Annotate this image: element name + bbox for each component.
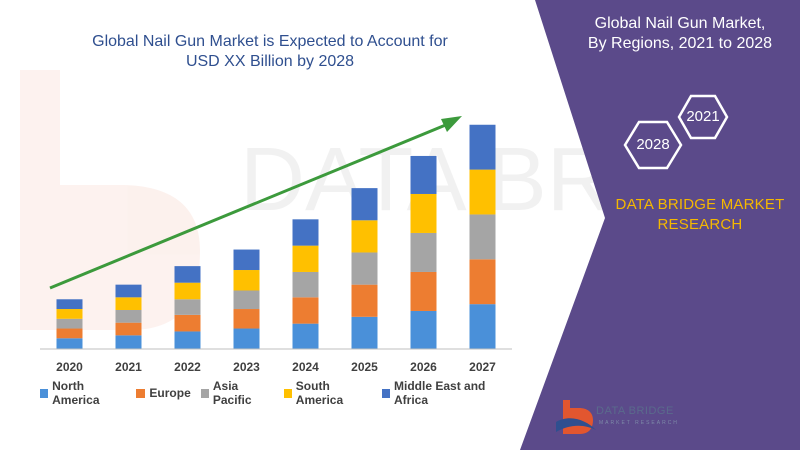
bar-segment xyxy=(410,155,437,194)
bar-segment xyxy=(292,323,319,349)
bar-segment xyxy=(351,220,378,253)
bar-segment xyxy=(56,309,83,319)
bar-segment xyxy=(174,331,201,349)
chart-legend: North America Europe Asia Pacific South Ame… xyxy=(40,379,520,407)
legend-swatch xyxy=(381,388,391,398)
bar-segment xyxy=(115,322,142,336)
bar-segment xyxy=(233,270,260,291)
brand-line2: RESEARCH xyxy=(657,216,743,233)
legend-label: South America xyxy=(295,379,344,407)
bar-segment xyxy=(469,169,496,215)
bar-segment xyxy=(292,271,319,298)
bar-segment xyxy=(292,245,319,272)
bar-segment xyxy=(56,318,83,329)
legend-item: Middle East and Africa xyxy=(381,379,510,407)
bar-segment xyxy=(115,335,142,349)
bar-segment xyxy=(174,299,201,315)
right-panel xyxy=(520,0,800,450)
legend-item: Europe xyxy=(136,386,191,400)
bar-segment xyxy=(115,284,142,298)
bar-segment xyxy=(115,310,142,323)
bar-segment xyxy=(351,284,378,317)
bar-segment xyxy=(233,309,260,329)
hexagon-label-2021: 2021 xyxy=(686,108,720,125)
bar-segment xyxy=(469,214,496,260)
bar-segment xyxy=(469,259,496,305)
bar-segment xyxy=(56,299,83,310)
x-tick-label: 2024 xyxy=(292,360,319,374)
chart-title: Global Nail Gun Market is Expected to Ac… xyxy=(92,33,448,70)
logo-text: DATA BRIDGE xyxy=(596,405,674,417)
legend-item: Asia Pacific xyxy=(200,379,274,407)
bar-segment xyxy=(233,249,260,271)
trend-arrow-line xyxy=(49,122,449,290)
bar-segment xyxy=(115,297,142,310)
legend-swatch xyxy=(283,388,292,398)
bar-segment xyxy=(174,282,201,300)
bar-segment xyxy=(410,193,437,233)
bar-segment xyxy=(56,328,83,339)
trend-arrow-head xyxy=(441,116,462,132)
bar-segment xyxy=(469,124,496,170)
bar-segment xyxy=(410,232,437,272)
legend-item: South America xyxy=(283,379,372,407)
bar-segment xyxy=(292,219,319,246)
bar-segment xyxy=(351,316,378,349)
x-tick-label: 2027 xyxy=(469,360,496,374)
bar-segment xyxy=(351,252,378,285)
logo-icon xyxy=(556,400,596,434)
brand-line1: DATA BRIDGE MARKET xyxy=(615,196,785,213)
bar-segment xyxy=(410,310,437,349)
legend-label: Middle East and Africa xyxy=(394,379,486,407)
bar-segment xyxy=(469,304,496,349)
legend-label: Europe xyxy=(149,386,191,400)
x-tick-label: 2021 xyxy=(115,360,142,374)
hexagon-2021 xyxy=(677,94,729,140)
panel-title-line2: By Regions, 2021 to 2028 xyxy=(587,35,773,52)
bar-segment xyxy=(351,188,378,221)
hexagon-2028 xyxy=(623,120,683,170)
logo-subtext: MARKET RESEARCH xyxy=(599,420,679,426)
legend-label: North America xyxy=(52,379,100,407)
bar-segment xyxy=(233,328,260,349)
brand-text: DATA BRIDGE MARKET RESEARCH xyxy=(600,195,800,235)
plot-area: 2020 2021 2022 2023 2024 2025 2026 2027 xyxy=(40,116,512,374)
hexagon-label-2028: 2028 xyxy=(636,136,670,153)
bar-segment xyxy=(56,338,83,349)
legend-swatch xyxy=(40,388,49,398)
bar-segment xyxy=(233,290,260,310)
x-tick-label: 2026 xyxy=(410,360,437,374)
legend-item: North America xyxy=(40,379,126,407)
legend-label: Asia Pacific xyxy=(212,379,252,407)
legend-swatch xyxy=(200,388,209,398)
bar-segment xyxy=(410,271,437,311)
bar-segment xyxy=(292,297,319,324)
x-tick-label: 2020 xyxy=(56,360,83,374)
panel-title: Global Nail Gun Market, By Regions, 2021… xyxy=(565,14,795,54)
bar-segment xyxy=(174,266,201,283)
legend-swatch xyxy=(136,388,146,398)
bar-segment xyxy=(174,314,201,332)
x-tick-label: 2025 xyxy=(351,360,378,374)
x-tick-label: 2022 xyxy=(174,360,201,374)
x-tick-label: 2023 xyxy=(233,360,260,374)
panel-title-line1: Global Nail Gun Market, xyxy=(594,15,766,32)
